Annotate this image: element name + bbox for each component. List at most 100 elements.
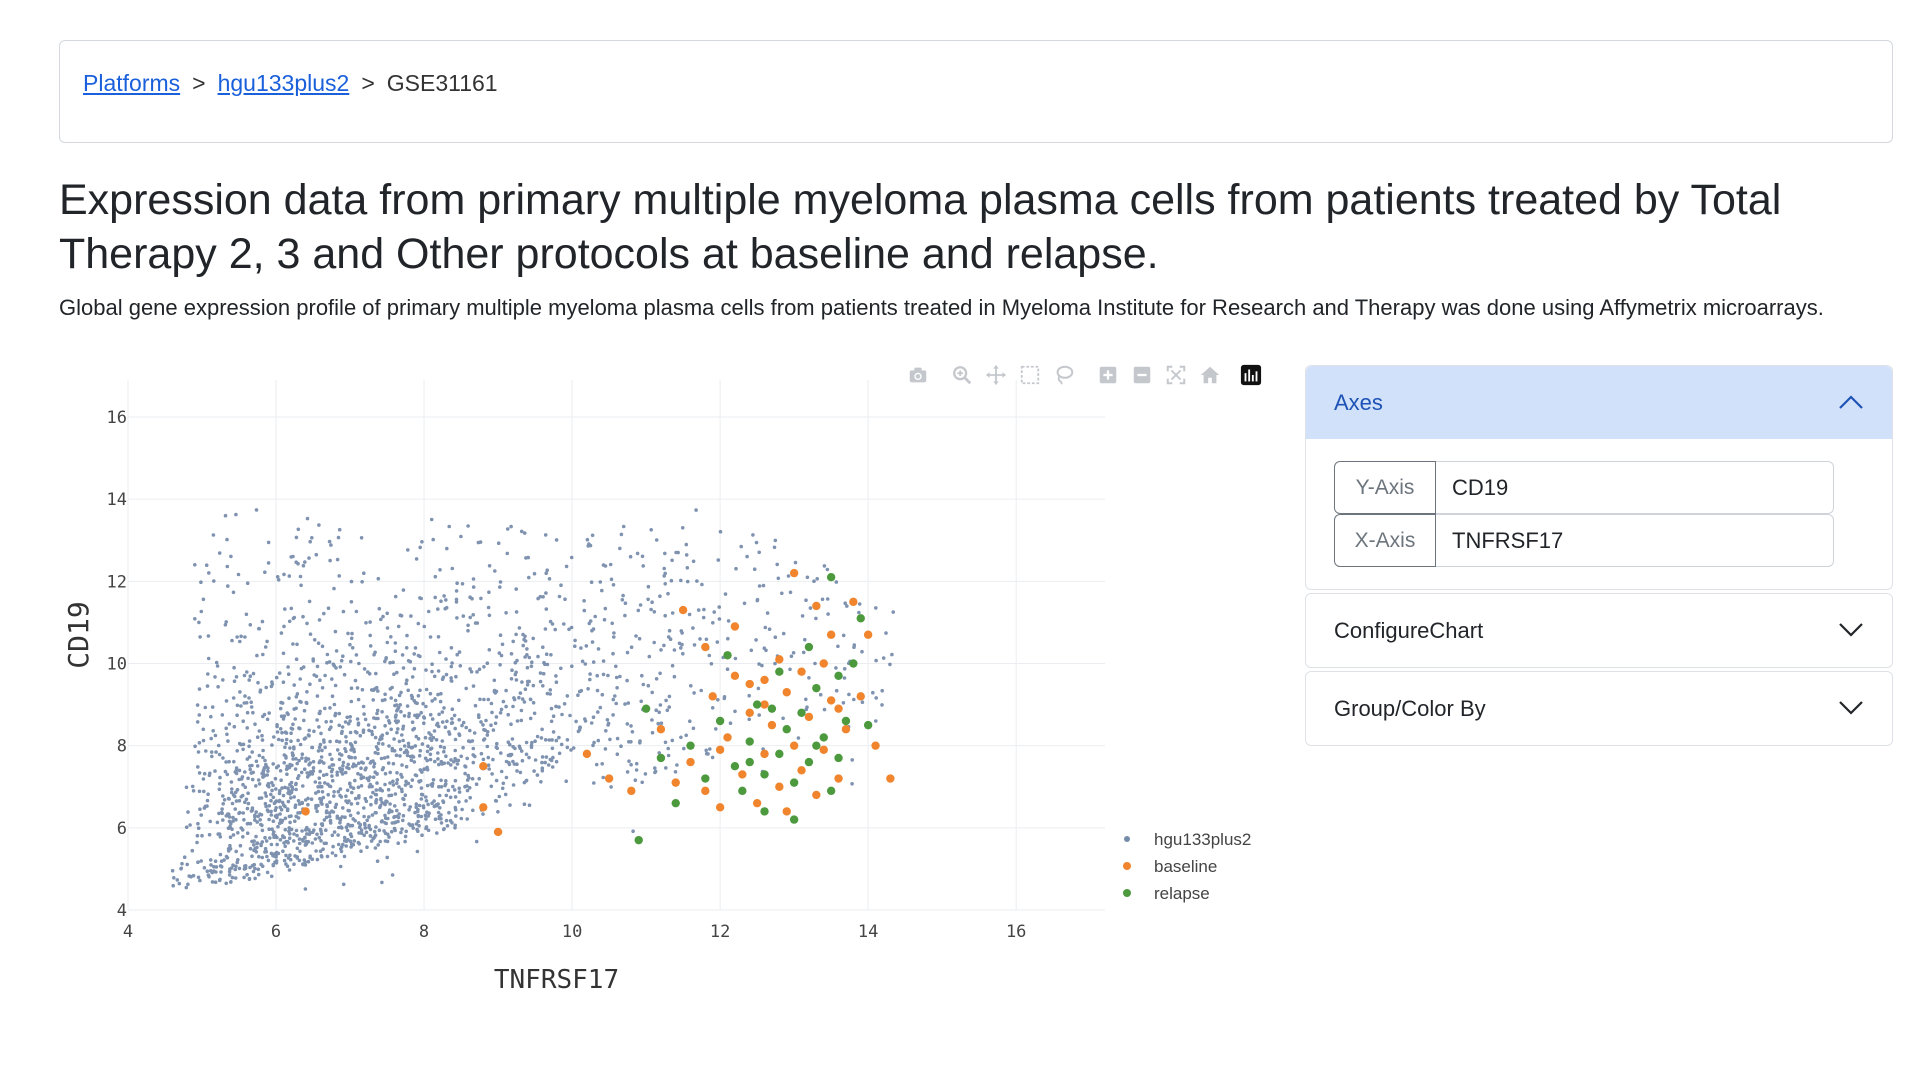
zoom-in-icon[interactable] (1095, 362, 1121, 388)
baseline-point (493, 827, 503, 837)
plotly-logo-icon[interactable] (1238, 362, 1264, 388)
chart-grid (127, 380, 1105, 911)
axes-panel-title: Axes (1334, 389, 1383, 415)
relapse-point (797, 708, 806, 717)
box-select-icon[interactable] (1017, 362, 1043, 388)
x-tick-label: 6 (271, 922, 281, 942)
legend-item-hgu133plus2[interactable]: hgu133plus2 (1124, 830, 1251, 849)
axes-panel-body: Y-Axis X-Axis (1306, 439, 1892, 589)
breadcrumb: Platforms > hgu133plus2 > GSE31161 (59, 40, 1893, 143)
baseline-point (745, 679, 754, 689)
series-hgu133plus2 (170, 508, 896, 891)
x-tick-label: 8 (419, 922, 429, 942)
breadcrumb-separator: > (361, 70, 375, 96)
legend-item-baseline[interactable]: baseline (1123, 857, 1217, 876)
chart-modebar (905, 362, 1265, 392)
zoom-out-icon[interactable] (1129, 362, 1155, 388)
y-axis-input[interactable] (1436, 461, 1834, 514)
baseline-point (627, 786, 636, 796)
y-tick-label: 10 (107, 654, 127, 674)
chevron-down-icon (1838, 696, 1864, 722)
relapse-point (767, 704, 777, 713)
page-subtitle: Global gene expression profile of primar… (59, 295, 1824, 320)
baseline-point (767, 720, 777, 730)
baseline-point (797, 667, 806, 676)
scatter-chart[interactable]: 4 6 8 10 12 14 16 4 6 8 10 12 14 16 TNFRSF17 CD19 hgu133… (55, 360, 1285, 1000)
relapse-point (789, 815, 799, 824)
relapse-point (841, 716, 851, 726)
series-relapse (634, 573, 873, 845)
x-axis-title: TNFRSF17 (494, 965, 619, 995)
relapse-point (863, 720, 873, 730)
axes-panel-header[interactable]: Axes (1306, 366, 1892, 439)
relapse-point (730, 762, 740, 771)
relapse-point (775, 667, 784, 676)
chevron-down-icon (1838, 618, 1864, 644)
baseline-point (715, 803, 725, 812)
legend-label: relapse (1154, 884, 1210, 903)
x-tick-label: 12 (710, 922, 730, 942)
zoom-icon[interactable] (949, 362, 975, 388)
baseline-point (745, 708, 754, 717)
relapse-point (634, 835, 643, 845)
lasso-select-icon[interactable] (1051, 362, 1077, 388)
relapse-point (849, 659, 858, 668)
baseline-point (812, 790, 821, 800)
breadcrumb-link-platforms[interactable]: Platforms (83, 70, 181, 96)
chevron-up-icon (1838, 390, 1864, 416)
configure-chart-panel: ConfigureChart (1305, 593, 1893, 668)
relapse-point (775, 749, 784, 759)
baseline-point (582, 749, 592, 759)
relapse-point (834, 671, 843, 681)
baseline-point (775, 655, 784, 664)
legend-marker (1123, 889, 1131, 897)
baseline-point (886, 774, 895, 783)
legend-label: hgu133plus2 (1154, 830, 1251, 849)
y-tick-label: 4 (117, 901, 127, 921)
group-color-header[interactable]: Group/Color By (1306, 672, 1892, 745)
y-tick-label: 12 (107, 572, 127, 592)
x-tick-label: 14 (858, 922, 878, 942)
camera-icon[interactable] (905, 362, 931, 388)
baseline-point (856, 692, 865, 701)
reset-axes-icon[interactable] (1197, 362, 1223, 388)
page-title: Expression data from primary multiple my… (59, 176, 1782, 278)
baseline-point (826, 630, 836, 639)
baseline-point (686, 757, 695, 767)
baseline-point (656, 725, 666, 734)
legend-item-relapse[interactable]: relapse (1123, 884, 1210, 903)
breadcrumb-current: GSE31161 (386, 70, 498, 96)
baseline-point (479, 762, 488, 771)
relapse-point (738, 786, 747, 796)
relapse-point (686, 741, 695, 750)
relapse-point (745, 757, 754, 767)
configure-chart-header[interactable]: ConfigureChart (1306, 594, 1892, 667)
y-tick-label: 14 (107, 490, 127, 510)
pan-icon[interactable] (983, 362, 1009, 388)
relapse-point (826, 573, 836, 582)
autoscale-icon[interactable] (1163, 362, 1189, 388)
legend-marker (1124, 836, 1130, 842)
relapse-point (760, 770, 769, 779)
x-axis-group: X-Axis (1334, 514, 1864, 567)
baseline-point (701, 786, 710, 796)
x-axis-input[interactable] (1436, 514, 1834, 567)
baseline-point (760, 700, 769, 709)
relapse-point (782, 725, 791, 734)
baseline-point (752, 798, 762, 808)
relapse-point (804, 642, 814, 652)
legend-label: baseline (1154, 857, 1217, 876)
breadcrumb-link-platform[interactable]: hgu133plus2 (217, 70, 350, 96)
baseline-point (789, 568, 799, 578)
x-tick-label: 4 (123, 922, 133, 942)
relapse-point (819, 733, 828, 742)
relapse-point (760, 807, 769, 816)
baseline-point (715, 745, 725, 754)
baseline-point (819, 745, 828, 754)
baseline-point (730, 671, 740, 681)
relapse-point (834, 753, 843, 763)
y-tick-label: 6 (117, 819, 127, 839)
baseline-point (834, 704, 843, 713)
relapse-point (701, 774, 710, 783)
baseline-point (819, 659, 828, 668)
